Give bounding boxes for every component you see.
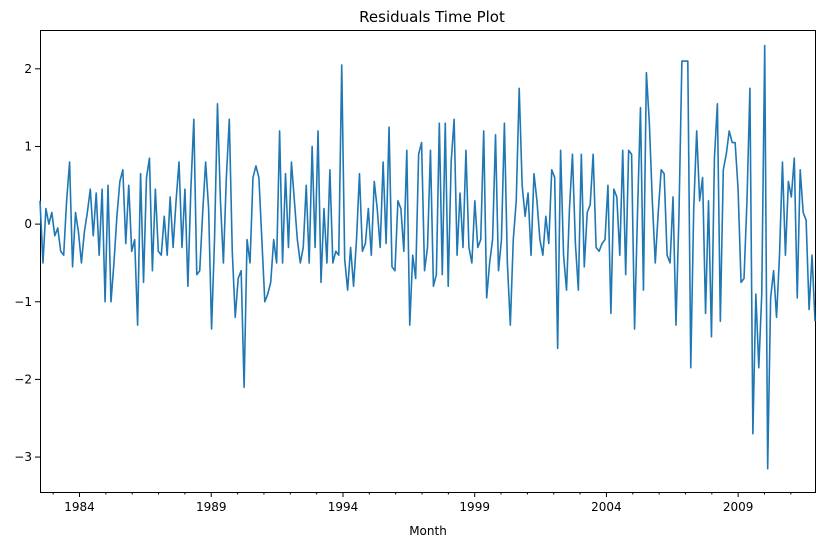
x-axis: 1984 1989 1994 1999 2004 2009: [52, 492, 792, 514]
plot-frame: [40, 30, 816, 493]
chart-title: Residuals Time Plot: [359, 8, 505, 26]
x-tick-label: 2004: [591, 500, 622, 514]
y-tick-label: 2: [24, 62, 32, 76]
y-tick-label: 1: [24, 139, 32, 153]
x-tick-label: 1989: [196, 500, 227, 514]
x-axis-label: Month: [409, 524, 447, 538]
x-tick-label: 1984: [64, 500, 95, 514]
x-tick-label: 1994: [328, 500, 359, 514]
x-tick-label: 1999: [459, 500, 490, 514]
y-tick-label: 0: [24, 217, 32, 231]
residuals-series-line: [39, 44, 816, 470]
y-tick-label: −3: [14, 450, 32, 464]
y-axis: 2 1 0 −1 −2 −3: [14, 62, 40, 464]
x-tick-label: 2009: [723, 500, 754, 514]
y-tick-label: −1: [14, 295, 32, 309]
y-tick-label: −2: [14, 372, 32, 386]
